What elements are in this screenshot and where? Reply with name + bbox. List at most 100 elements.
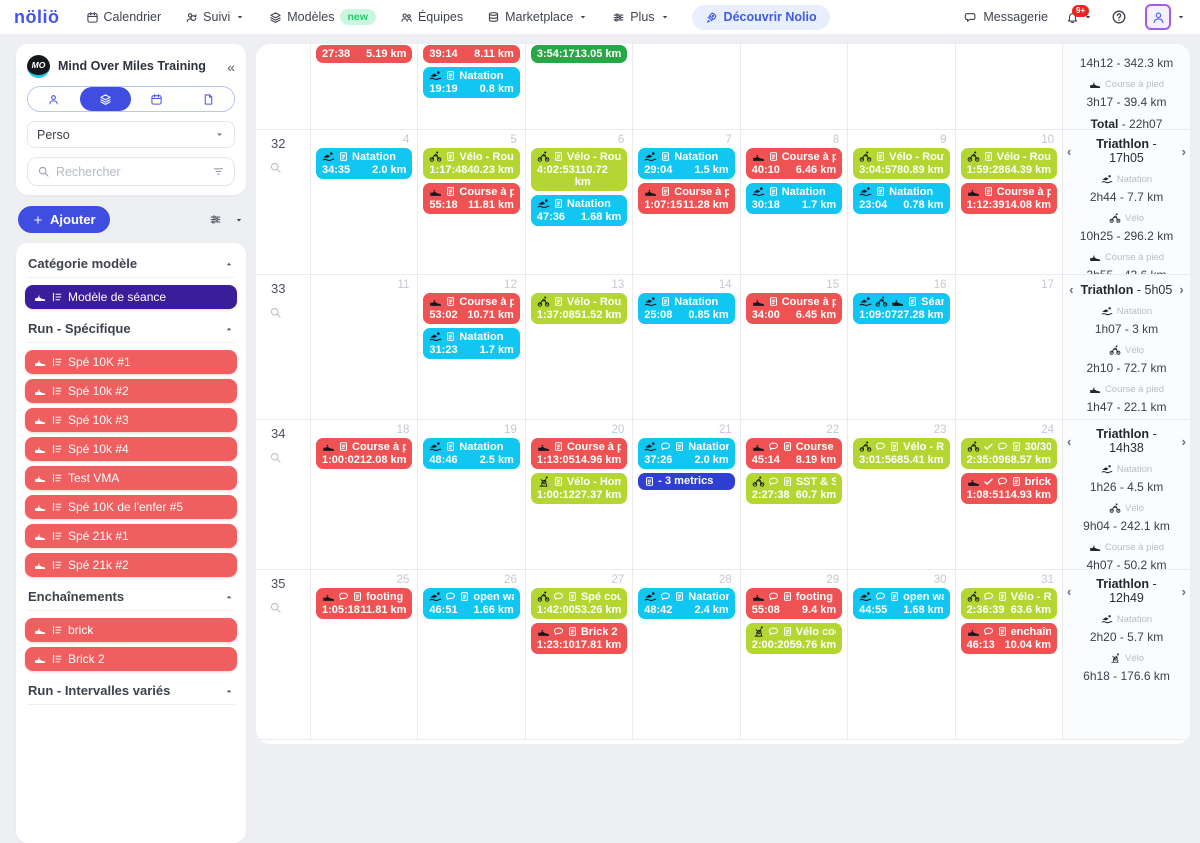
event[interactable]: Natation technique48:422.4 km xyxy=(638,588,734,619)
add-button[interactable]: Ajouter xyxy=(18,206,110,233)
section-header[interactable]: Run - Spécifique xyxy=(25,314,237,342)
scope-select[interactable]: Perso xyxy=(27,121,235,148)
section-header[interactable]: Run - Intervalles variés xyxy=(25,676,237,704)
event[interactable]: Course à pied45:148.19 km xyxy=(746,438,842,469)
prev-week-chevron[interactable]: ‹ xyxy=(1067,144,1071,159)
prev-week-chevron[interactable]: ‹ xyxy=(1069,282,1073,297)
nav-item-suivi[interactable]: Suivi xyxy=(185,10,245,24)
next-week-chevron[interactable]: › xyxy=(1182,584,1186,599)
filter-icon[interactable] xyxy=(212,165,225,178)
day-cell[interactable] xyxy=(632,44,739,129)
chevron-down-icon[interactable] xyxy=(1176,12,1186,22)
week-zoom-icon[interactable] xyxy=(269,306,310,324)
tab-athletes[interactable] xyxy=(28,87,80,111)
event[interactable]: footing à n55:089.4 km xyxy=(746,588,842,619)
nav-item-plus[interactable]: Plus xyxy=(612,10,669,24)
chevron-down-icon[interactable] xyxy=(234,215,244,225)
magnifier-icon[interactable] xyxy=(269,451,282,464)
model-item[interactable]: Spé 10K #1 xyxy=(25,350,237,374)
week-zoom-icon[interactable] xyxy=(269,601,310,619)
model-item[interactable]: Spé 10k #3 xyxy=(25,408,237,432)
tab-calendar[interactable] xyxy=(131,87,183,111)
tab-models[interactable] xyxy=(80,87,132,111)
prev-week-chevron[interactable]: ‹ xyxy=(1067,584,1071,599)
day-cell[interactable] xyxy=(955,44,1062,129)
metrics-badge[interactable]: - 3 metrics xyxy=(638,473,734,490)
week-zoom-icon[interactable] xyxy=(269,161,310,179)
event[interactable]: open water44:551.68 km xyxy=(853,588,949,619)
model-item[interactable]: Modèle de séance xyxy=(25,285,237,309)
model-item[interactable]: Test VMA xyxy=(25,466,237,490)
collapse-sidebar-icon[interactable]: « xyxy=(227,59,235,75)
avatar[interactable] xyxy=(1145,4,1171,30)
next-week-chevron[interactable]: › xyxy=(1182,434,1186,449)
magnifier-icon[interactable] xyxy=(269,306,282,319)
event[interactable]: open water46:511.66 km xyxy=(423,588,519,619)
next-week-chevron[interactable]: › xyxy=(1179,282,1183,297)
model-item[interactable]: Brick 2 xyxy=(25,647,237,671)
model-item[interactable]: Spé 21k #2 xyxy=(25,553,237,577)
magnifier-icon[interactable] xyxy=(269,601,282,614)
event[interactable]: Course à pied40:106.46 km xyxy=(746,148,842,179)
day-cell[interactable]: 11 xyxy=(310,275,417,419)
tab-documents[interactable] xyxy=(183,87,235,111)
nav-item-calendrier[interactable]: Calendrier xyxy=(86,10,162,24)
search-input[interactable] xyxy=(56,165,206,179)
nav-item-equipes[interactable]: Équipes xyxy=(400,10,463,24)
magnifier-icon[interactable] xyxy=(269,161,282,174)
next-week-chevron[interactable]: › xyxy=(1182,144,1186,159)
section-header[interactable]: Enchaînements xyxy=(25,582,237,610)
